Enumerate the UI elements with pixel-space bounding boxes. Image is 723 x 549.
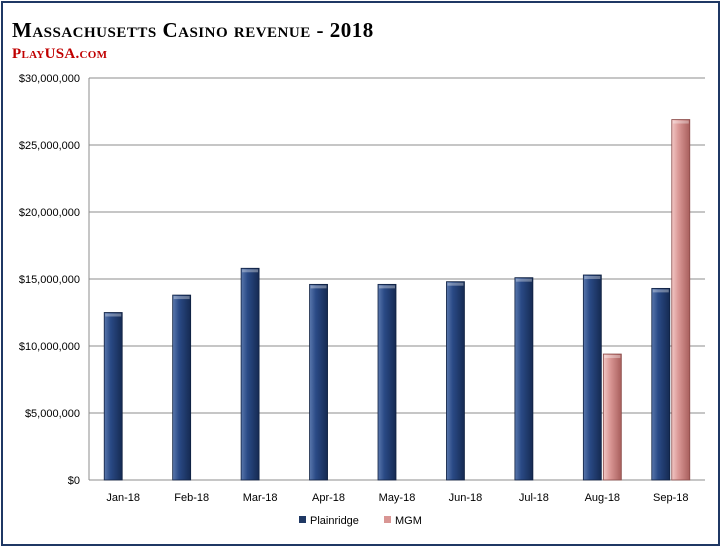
chart-subtitle: PlayUSA.com	[12, 46, 108, 62]
y-tick-label: $0	[68, 475, 80, 487]
y-axis-ticks: $0 $5,000,000 $10,000,000 $15,000,000 $20,00…	[19, 73, 80, 487]
bar-plainridge-jun-18	[446, 281, 465, 481]
bar-highlight	[379, 285, 395, 289]
y-tick-label: $15,000,000	[19, 274, 80, 286]
x-tick-label: Mar-18	[243, 492, 278, 504]
bar-highlight	[672, 120, 689, 124]
legend-label-mgm: MGM	[395, 515, 422, 527]
bar-highlight	[105, 313, 122, 317]
bar-mgm-aug-18	[602, 353, 622, 481]
x-tick-label: Jan-18	[106, 492, 140, 504]
y-tick-label: $25,000,000	[19, 140, 80, 152]
y-tick-label: $30,000,000	[19, 73, 80, 85]
bar-highlight	[604, 355, 621, 359]
y-tick-label: $20,000,000	[19, 207, 80, 219]
chart-title: Massachusetts Casino revenue - 2018	[12, 18, 374, 42]
legend-swatch-plainridge	[299, 516, 306, 523]
x-tick-label: Apr-18	[312, 492, 345, 504]
x-tick-label: Jun-18	[449, 492, 483, 504]
bar-plainridge-jan-18	[103, 312, 123, 481]
legend-label-plainridge: Plainridge	[310, 515, 359, 527]
gridlines	[88, 77, 705, 481]
x-axis-ticks: Jan-18 Feb-18 Mar-18 Apr-18 May-18 Jun-18 Jul-…	[106, 492, 688, 504]
bar-plainridge-mar-18	[240, 267, 260, 481]
bar-plainridge-apr-18	[309, 283, 328, 481]
x-tick-label: Aug-18	[585, 492, 620, 504]
x-tick-label: Jul-18	[519, 492, 549, 504]
y-tick-label: $10,000,000	[19, 341, 80, 353]
bar-highlight	[652, 289, 669, 293]
bar-highlight	[310, 285, 327, 289]
x-tick-label: Feb-18	[174, 492, 209, 504]
legend: Plainridge MGM	[299, 515, 422, 527]
bar-plainridge-jul-18	[514, 277, 534, 481]
bar-highlight	[515, 278, 532, 282]
bar-highlight	[242, 269, 259, 273]
bar-highlight	[447, 282, 464, 286]
bar-mgm-sep-18	[671, 119, 691, 481]
x-tick-label: May-18	[379, 492, 416, 504]
bar-plainridge-feb-18	[172, 294, 192, 481]
bars	[103, 119, 691, 481]
bar-plainridge-may-18	[377, 283, 397, 481]
legend-swatch-mgm	[384, 516, 391, 523]
bar-plainridge-aug-18	[582, 274, 602, 481]
bar-highlight	[173, 296, 190, 300]
bar-plainridge-sep-18	[651, 287, 671, 481]
y-tick-label: $5,000,000	[25, 408, 80, 420]
bar-highlight	[584, 275, 601, 279]
x-tick-label: Sep-18	[653, 492, 688, 504]
